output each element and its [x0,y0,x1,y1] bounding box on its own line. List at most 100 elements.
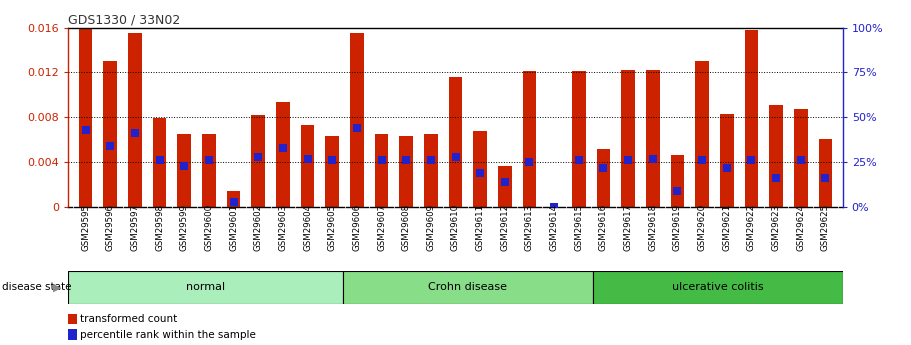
Point [301,156,315,161]
Point [720,165,734,170]
Point [251,154,265,159]
Point [78,127,93,132]
Text: GSM29619: GSM29619 [673,204,682,251]
Bar [178,134,191,207]
Point [571,158,586,163]
Text: percentile rank within the sample: percentile rank within the sample [80,330,256,340]
Text: GSM29595: GSM29595 [81,204,90,251]
Text: disease state: disease state [2,282,71,292]
Text: GSM29618: GSM29618 [649,204,658,251]
Bar [227,191,241,207]
Bar [572,71,586,207]
Bar [646,70,660,207]
Point [497,179,512,185]
Text: GSM29602: GSM29602 [253,204,262,251]
Text: GSM29600: GSM29600 [204,204,213,251]
Bar [695,61,709,207]
Text: GSM29622: GSM29622 [747,204,756,251]
Point [374,158,389,163]
Point [152,158,167,163]
Bar [128,33,142,207]
Bar [819,139,832,207]
Text: GSM29598: GSM29598 [155,204,164,251]
Bar [104,61,117,207]
Text: GSM29604: GSM29604 [303,204,312,251]
Bar [670,155,684,207]
Bar [597,149,610,207]
Text: GSM29596: GSM29596 [106,204,115,251]
Point [769,176,783,181]
Text: GSM29605: GSM29605 [328,204,337,251]
Text: GSM29612: GSM29612 [500,204,509,251]
Bar [68,314,77,324]
Bar [153,118,167,207]
Text: GSM29609: GSM29609 [426,204,435,251]
Text: GSM29610: GSM29610 [451,204,460,251]
Text: normal: normal [186,282,225,292]
Bar [374,134,388,207]
Text: GSM29606: GSM29606 [353,204,362,251]
Text: Crohn disease: Crohn disease [428,282,507,292]
Point [744,158,759,163]
Text: GSM29597: GSM29597 [130,204,139,251]
Text: GSM29608: GSM29608 [402,204,411,251]
Point [522,159,537,165]
Bar [474,131,487,207]
Bar [68,329,77,340]
Point [276,145,291,150]
Bar [769,105,783,207]
Bar [79,28,92,207]
Text: ulcerative colitis: ulcerative colitis [672,282,763,292]
Bar [68,271,343,304]
Bar [343,271,593,304]
Text: GSM29621: GSM29621 [722,204,732,251]
Point [424,158,438,163]
Bar [593,271,843,304]
Bar [350,33,363,207]
Text: GSM29607: GSM29607 [377,204,386,251]
Bar [399,136,413,207]
Point [201,158,216,163]
Point [226,199,241,204]
Bar [251,115,265,207]
Point [399,158,414,163]
Point [325,158,340,163]
Text: GSM29613: GSM29613 [525,204,534,251]
Point [818,176,833,181]
Text: GSM29624: GSM29624 [796,204,805,251]
Point [350,125,364,131]
Text: GSM29625: GSM29625 [821,204,830,251]
Bar [523,71,537,207]
Bar [449,77,462,207]
Text: GSM29603: GSM29603 [279,204,287,251]
Point [177,163,191,168]
Point [596,165,610,170]
Text: GSM29615: GSM29615 [574,204,583,251]
Text: GSM29620: GSM29620 [698,204,707,251]
Point [670,188,685,194]
Point [646,156,660,161]
Point [473,170,487,176]
Point [103,143,118,149]
Bar [498,166,512,207]
Point [547,204,561,210]
Text: GSM29617: GSM29617 [624,204,632,251]
Text: GSM29601: GSM29601 [229,204,238,251]
Point [448,154,463,159]
Bar [744,30,758,207]
Text: GSM29611: GSM29611 [476,204,485,251]
Text: ▶: ▶ [53,282,61,292]
Bar [202,134,216,207]
Text: GSM29614: GSM29614 [549,204,558,251]
Text: transformed count: transformed count [80,314,177,324]
Bar [424,134,437,207]
Text: GSM29599: GSM29599 [179,204,189,251]
Text: GSM29623: GSM29623 [772,204,781,251]
Text: GDS1330 / 33N02: GDS1330 / 33N02 [68,13,180,27]
Point [793,158,808,163]
Bar [794,109,807,207]
Bar [720,114,733,207]
Bar [621,70,635,207]
Point [695,158,710,163]
Point [620,158,635,163]
